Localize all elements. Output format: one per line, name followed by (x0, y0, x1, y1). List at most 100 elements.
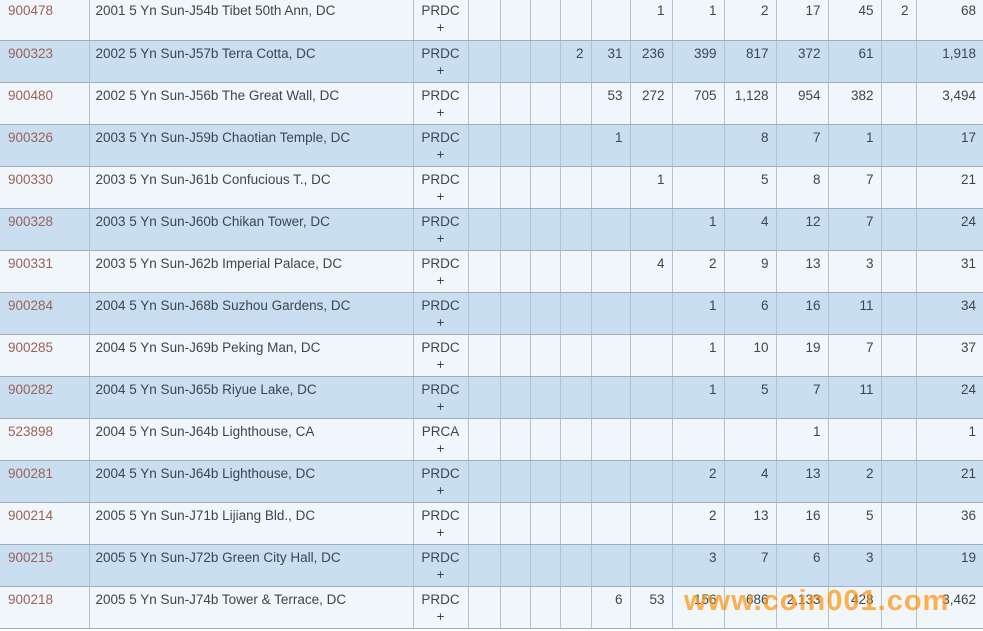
coin-id-link[interactable]: 900214 (8, 507, 54, 523)
total-cell: 34 (916, 292, 983, 335)
grade-count-cell (560, 544, 592, 587)
grade-count-cell: 8 (776, 166, 829, 209)
coin-id-link[interactable]: 900218 (8, 591, 54, 607)
grade-type-cell: PRDC + (413, 460, 469, 503)
grade-type-label: PRDC (421, 549, 460, 565)
grade-count-cell (500, 124, 531, 167)
table-row: 900282 2004 5 Yn Sun-J65b Riyue Lake, DC… (0, 376, 983, 419)
coin-id-cell: 900478 (0, 0, 90, 41)
grade-count-cell: 53 (591, 82, 631, 125)
grade-count-cell (881, 40, 917, 83)
coin-id-link[interactable]: 900326 (8, 129, 54, 145)
total-cell: 21 (916, 166, 983, 209)
table-row: 900285 2004 5 Yn Sun-J69b Peking Man, DC… (0, 334, 983, 377)
grade-count-cell: 1 (630, 166, 673, 209)
grade-count-cell (630, 334, 673, 377)
grade-count-cell (881, 586, 917, 629)
table-row: 900330 2003 5 Yn Sun-J61b Confucious T.,… (0, 166, 983, 209)
grade-count-cell: 5 (724, 166, 777, 209)
coin-description: 2004 5 Yn Sun-J64b Lighthouse, DC (89, 460, 414, 503)
grade-type-plus: + (436, 566, 445, 582)
grade-count-cell (530, 0, 561, 41)
grade-count-cell: 3 (828, 250, 882, 293)
grade-type-plus: + (436, 398, 445, 414)
grade-count-cell: 4 (630, 250, 673, 293)
grade-count-cell (468, 376, 501, 419)
grade-count-cell: 705 (672, 82, 725, 125)
grade-count-cell (468, 124, 501, 167)
grade-count-cell (560, 334, 592, 377)
grade-type-label: PRDC (421, 45, 460, 61)
coin-id-link[interactable]: 900328 (8, 213, 54, 229)
grade-count-cell (881, 334, 917, 377)
grade-count-cell (500, 292, 531, 335)
grade-count-cell (530, 124, 561, 167)
grade-type-plus: + (436, 524, 445, 540)
coin-id-cell: 900323 (0, 40, 90, 83)
grade-count-cell: 2 (672, 502, 725, 545)
coin-id-link[interactable]: 900323 (8, 45, 54, 61)
coin-description: 2003 5 Yn Sun-J59b Chaotian Temple, DC (89, 124, 414, 167)
coin-id-link[interactable]: 900330 (8, 171, 54, 187)
grade-type-cell: PRDC + (413, 124, 469, 167)
grade-count-cell (672, 166, 725, 209)
table-row: 900215 2005 5 Yn Sun-J72b Green City Hal… (0, 544, 983, 587)
grade-count-cell (560, 376, 592, 419)
grade-count-cell (881, 208, 917, 251)
grade-count-cell (881, 418, 917, 461)
grade-count-cell (500, 82, 531, 125)
table-row: 900478 2001 5 Yn Sun-J54b Tibet 50th Ann… (0, 0, 983, 41)
coin-id-link[interactable]: 900284 (8, 297, 54, 313)
grade-count-cell: 5 (828, 502, 882, 545)
grade-count-cell: 1 (672, 208, 725, 251)
coin-description: 2004 5 Yn Sun-J68b Suzhou Gardens, DC (89, 292, 414, 335)
grade-count-cell: 3 (672, 544, 725, 587)
grade-count-cell: 817 (724, 40, 777, 83)
grade-count-cell: 1 (630, 0, 673, 41)
grade-type-cell: PRDC + (413, 292, 469, 335)
grade-count-cell (468, 586, 501, 629)
grade-count-cell: 2,133 (776, 586, 829, 629)
coin-id-link[interactable]: 900282 (8, 381, 54, 397)
total-cell: 3,462 (916, 586, 983, 629)
grade-count-cell (591, 418, 631, 461)
total-cell: 37 (916, 334, 983, 377)
coin-id-link[interactable]: 900480 (8, 87, 54, 103)
grade-count-cell (630, 418, 673, 461)
grade-count-cell (530, 250, 561, 293)
coin-description: 2004 5 Yn Sun-J64b Lighthouse, CA (89, 418, 414, 461)
grade-count-cell (630, 124, 673, 167)
grade-count-cell (468, 418, 501, 461)
grade-count-cell (591, 334, 631, 377)
total-cell: 17 (916, 124, 983, 167)
grade-count-cell: 7 (828, 334, 882, 377)
grade-type-label: PRDC (421, 591, 460, 607)
grade-type-cell: PRDC + (413, 208, 469, 251)
grade-count-cell (630, 544, 673, 587)
coin-id-link[interactable]: 900285 (8, 339, 54, 355)
grade-count-cell (881, 82, 917, 125)
grade-count-cell (468, 292, 501, 335)
grade-count-cell (468, 250, 501, 293)
grade-count-cell (530, 292, 561, 335)
grade-count-cell (500, 586, 531, 629)
coin-id-cell: 900218 (0, 586, 90, 629)
coin-description: 2004 5 Yn Sun-J65b Riyue Lake, DC (89, 376, 414, 419)
coin-id-link[interactable]: 900478 (8, 3, 54, 18)
coin-id-link[interactable]: 900331 (8, 255, 54, 271)
total-cell: 1,918 (916, 40, 983, 83)
grade-count-cell: 13 (724, 502, 777, 545)
grade-count-cell: 53 (630, 586, 673, 629)
grade-count-cell: 8 (724, 124, 777, 167)
grade-count-cell: 1 (591, 124, 631, 167)
grade-count-cell (591, 292, 631, 335)
coin-id-link[interactable]: 900215 (8, 549, 54, 565)
coin-id-link[interactable]: 523898 (8, 423, 54, 439)
coin-description: 2005 5 Yn Sun-J74b Tower & Terrace, DC (89, 586, 414, 629)
grade-count-cell: 7 (776, 376, 829, 419)
coin-id-link[interactable]: 900281 (8, 465, 54, 481)
grade-count-cell: 16 (776, 502, 829, 545)
grade-count-cell (530, 166, 561, 209)
coin-id-cell: 900480 (0, 82, 90, 125)
grade-type-cell: PRDC + (413, 376, 469, 419)
